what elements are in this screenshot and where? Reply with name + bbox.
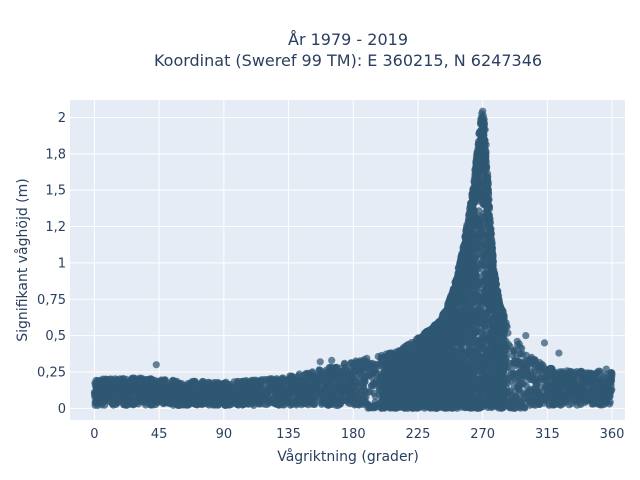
data-point [480, 252, 488, 260]
data-point [481, 260, 489, 268]
data-point [512, 394, 521, 402]
data-points [90, 107, 616, 412]
data-point [606, 371, 614, 379]
data-point [93, 397, 101, 405]
data-point [511, 346, 519, 354]
